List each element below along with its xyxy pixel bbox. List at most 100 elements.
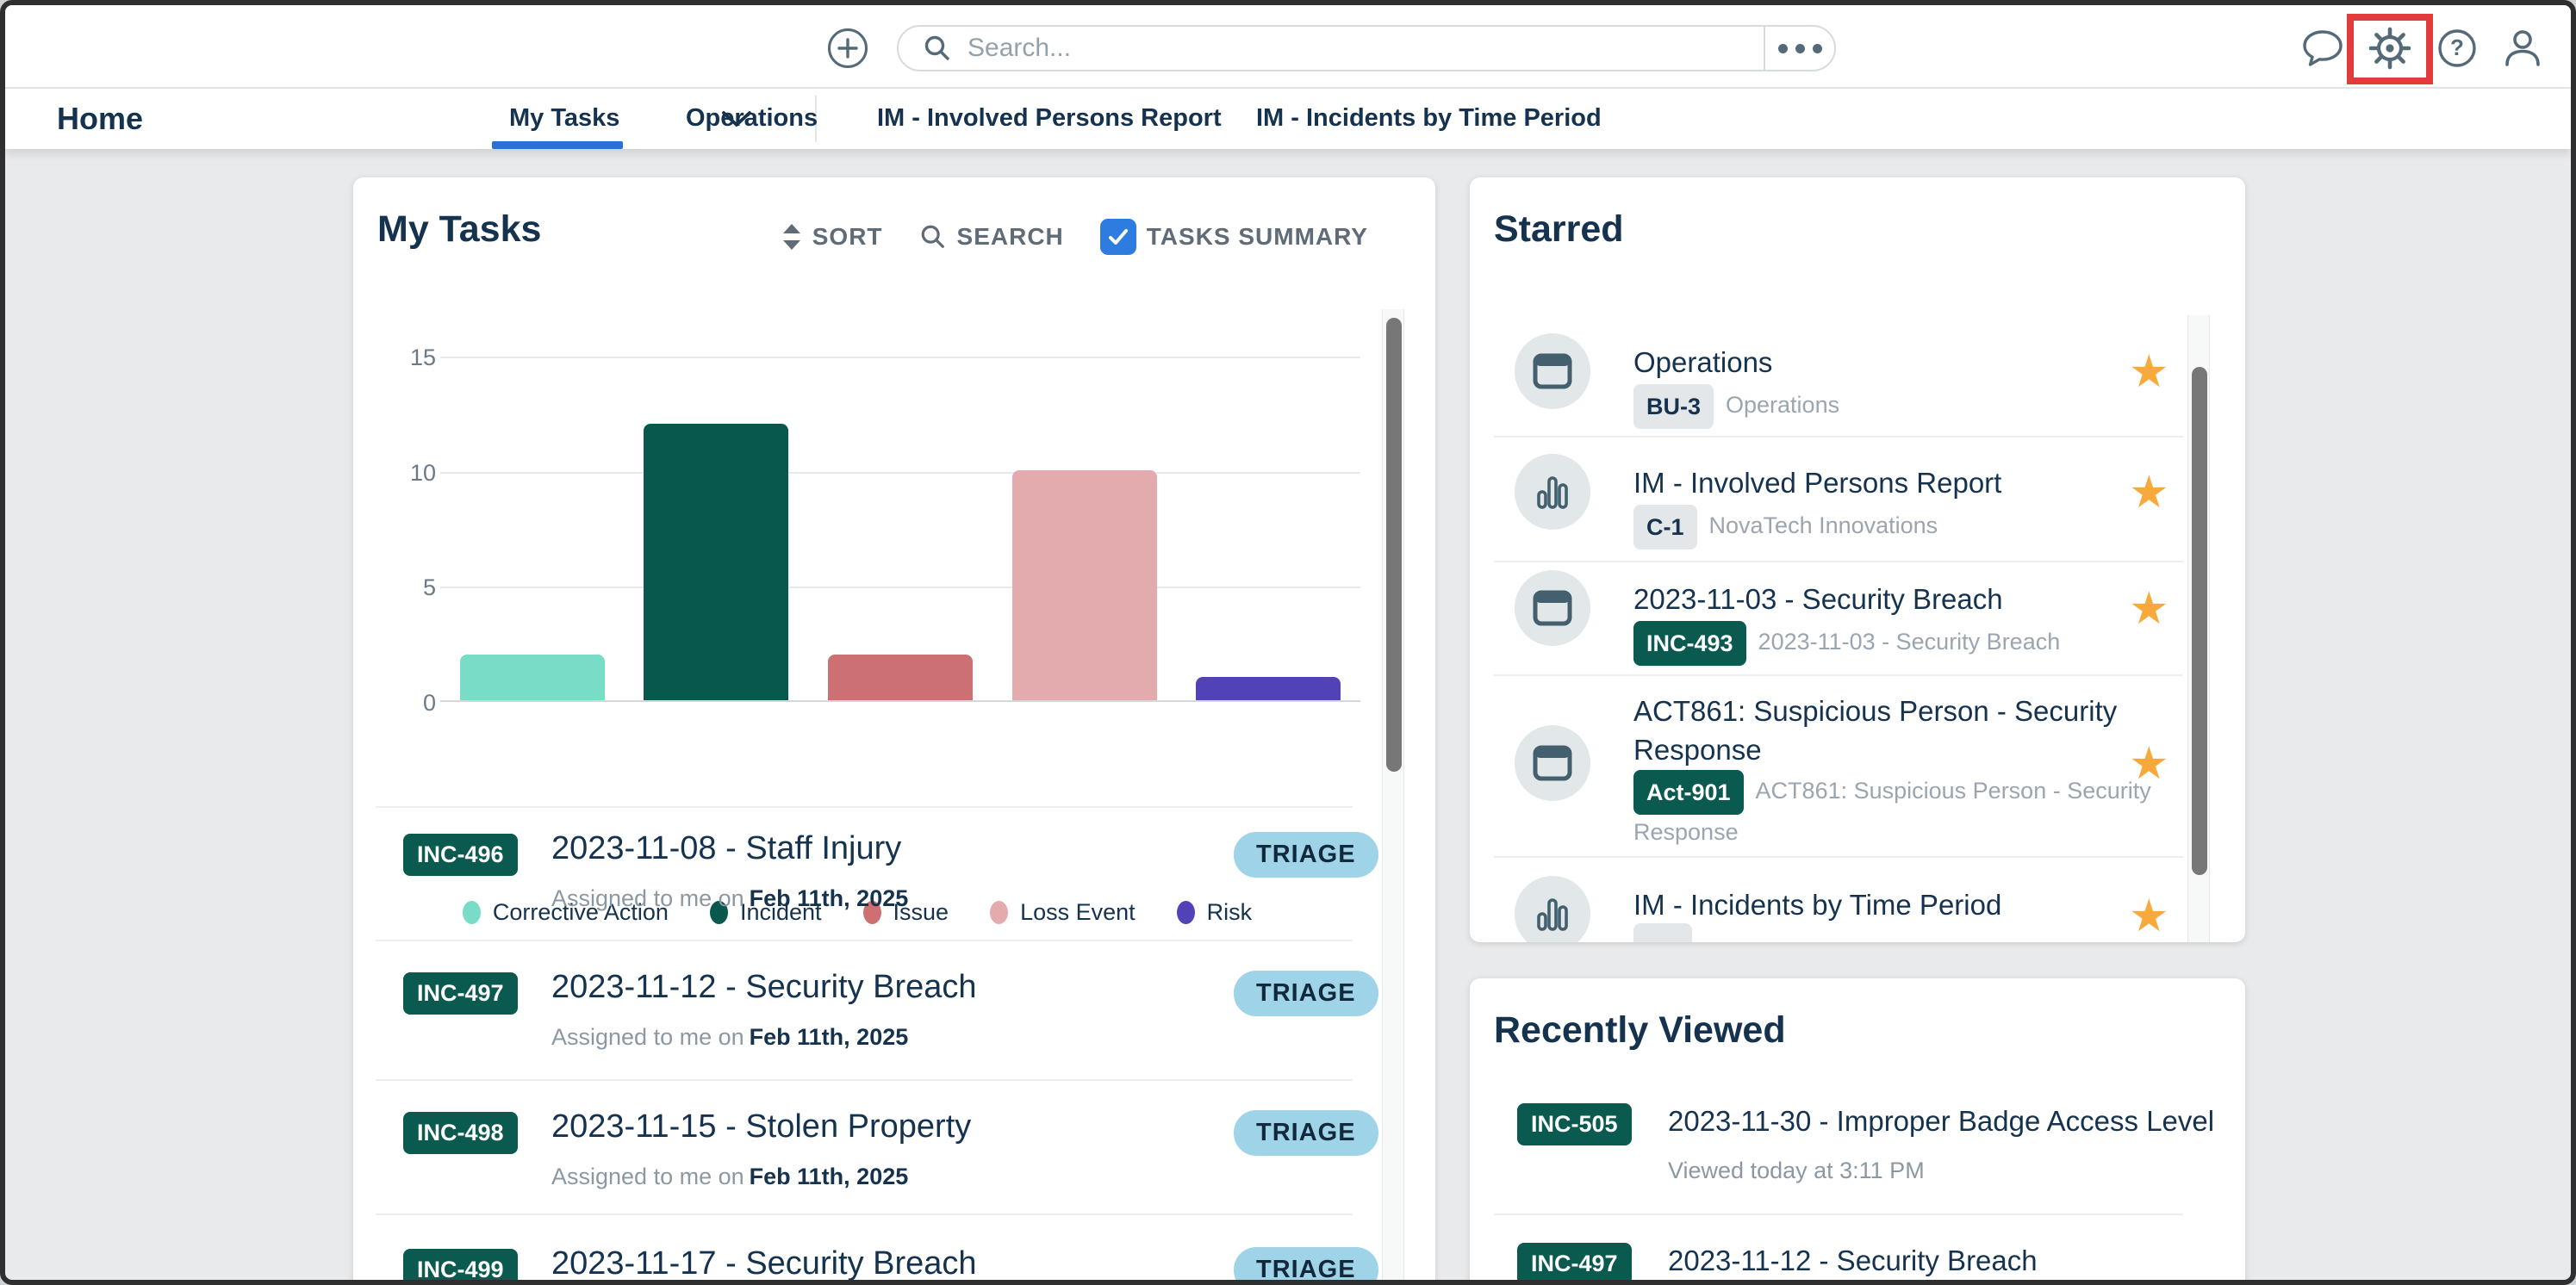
task-assigned: Assigned to me on Feb 11th, 2025 bbox=[551, 885, 909, 911]
my-tasks-controls: SORT SEARCH TASKS SUMMARY bbox=[781, 219, 1368, 255]
starred-item-subrow: C-1 NovaTech Innovations bbox=[1633, 505, 2185, 549]
sort-button[interactable]: SORT bbox=[781, 222, 883, 251]
task-title[interactable]: 2023-11-17 - Security Breach bbox=[551, 1245, 977, 1282]
checkbox-checked-icon[interactable] bbox=[1099, 219, 1136, 255]
recently-viewed-title: Recently Viewed bbox=[1494, 1009, 1786, 1051]
tab-im-involved-persons-report[interactable]: IM - Involved Persons Report bbox=[877, 104, 1222, 132]
task-title[interactable]: 2023-11-15 - Stolen Property bbox=[551, 1108, 972, 1145]
legend-label: Loss Event bbox=[1020, 899, 1136, 925]
y-axis-tick: 15 bbox=[409, 345, 436, 370]
record-id-badge: INC-497 bbox=[1517, 1243, 1632, 1280]
status-badge: TRIAGE bbox=[1234, 971, 1378, 1016]
legend-label: Risk bbox=[1206, 899, 1253, 925]
task-title[interactable]: 2023-11-08 - Staff Injury bbox=[551, 830, 902, 866]
legend-label: Issue bbox=[893, 899, 949, 925]
chevron-down-icon[interactable] bbox=[720, 108, 753, 134]
search-icon bbox=[923, 34, 952, 63]
tab-operations[interactable]: Operations bbox=[686, 104, 818, 132]
plus-icon bbox=[837, 38, 858, 59]
y-axis-tick: 10 bbox=[409, 459, 436, 486]
tasks-summary-toggle[interactable]: TASKS SUMMARY bbox=[1099, 219, 1368, 255]
starred-item-title[interactable]: IM - Involved Persons Report bbox=[1633, 467, 2002, 499]
ref-badge: Act-901 bbox=[1633, 770, 1744, 815]
starred-scrollbar[interactable] bbox=[2187, 315, 2210, 942]
search-bar[interactable] bbox=[897, 25, 1836, 71]
gear-icon bbox=[2368, 27, 2411, 70]
legend-item[interactable]: Corrective Action bbox=[462, 899, 669, 926]
bar-incident[interactable] bbox=[644, 424, 789, 700]
search-input[interactable] bbox=[966, 33, 1764, 64]
status-badge: TRIAGE bbox=[1234, 1110, 1378, 1156]
window-icon bbox=[1533, 745, 1572, 781]
my-tasks-card: My Tasks SORT SEARCH bbox=[353, 177, 1435, 1282]
star-icon[interactable]: ★ bbox=[2129, 584, 2169, 634]
task-assigned: Assigned to me on Feb 11th, 2025 bbox=[551, 1164, 909, 1189]
bar-risk[interactable] bbox=[1196, 677, 1341, 700]
legend-dot bbox=[709, 901, 728, 924]
help-button[interactable]: ? bbox=[2435, 26, 2480, 71]
legend-dot bbox=[862, 901, 881, 924]
recently-viewed-card: Recently Viewed INC-505 2023-11-30 - Imp… bbox=[1470, 978, 2245, 1280]
chart-legend: Corrective Action Incident Issue Loss Event… bbox=[353, 899, 1361, 926]
search-options-button[interactable] bbox=[1765, 27, 1834, 70]
chart-plot bbox=[440, 357, 1360, 702]
question-icon: ? bbox=[2438, 29, 2476, 67]
settings-highlight-box bbox=[2347, 14, 2433, 84]
star-icon[interactable]: ★ bbox=[2129, 468, 2169, 518]
bar-issue[interactable] bbox=[828, 654, 973, 700]
avatar bbox=[1515, 570, 1590, 646]
search-divider bbox=[1764, 27, 1765, 70]
search-label: SEARCH bbox=[956, 223, 1064, 250]
star-icon[interactable]: ★ bbox=[2129, 347, 2169, 397]
my-tasks-scrollbar[interactable] bbox=[1382, 309, 1404, 1280]
legend-item[interactable]: Incident bbox=[709, 899, 822, 926]
legend-item[interactable]: Issue bbox=[862, 899, 949, 926]
search-tasks-button[interactable]: SEARCH bbox=[919, 223, 1064, 251]
scrollbar-thumb[interactable] bbox=[1386, 318, 1402, 772]
task-id-badge: INC-499 bbox=[403, 1249, 518, 1280]
settings-button[interactable] bbox=[2368, 26, 2412, 71]
user-menu-button[interactable] bbox=[2500, 26, 2545, 71]
chart-baseline bbox=[440, 700, 1360, 702]
nav-divider bbox=[815, 96, 817, 142]
chat-button[interactable] bbox=[2300, 26, 2345, 71]
ellipsis-icon bbox=[1777, 43, 1788, 53]
star-icon[interactable]: ★ bbox=[2129, 891, 2169, 941]
legend-item[interactable]: Risk bbox=[1176, 899, 1253, 926]
starred-item-title[interactable]: 2023-11-03 - Security Breach bbox=[1633, 583, 2003, 615]
chart-gridline bbox=[440, 587, 1360, 589]
y-axis-tick: 5 bbox=[422, 574, 436, 601]
scrollbar-thumb[interactable] bbox=[2192, 367, 2207, 875]
star-icon[interactable]: ★ bbox=[2129, 739, 2169, 789]
legend-label: Corrective Action bbox=[492, 899, 669, 925]
starred-card: Starred Operations BU-3 Operations ★ bbox=[1470, 177, 2245, 942]
chat-icon bbox=[2303, 30, 2343, 66]
avatar bbox=[1515, 333, 1590, 409]
starred-item-subrow: BU-3 Operations bbox=[1633, 384, 2185, 429]
record-id-badge: INC-505 bbox=[1517, 1103, 1632, 1145]
recent-item-title[interactable]: 2023-11-12 - Security Breach bbox=[1668, 1245, 2038, 1276]
legend-dot bbox=[1176, 901, 1195, 924]
starred-item-title[interactable]: ACT861: Suspicious Person - Security Res… bbox=[1633, 695, 2118, 766]
bar-corrective-action[interactable] bbox=[459, 654, 605, 700]
active-tab-indicator bbox=[492, 141, 623, 149]
tab-my-tasks[interactable]: My Tasks bbox=[509, 104, 620, 132]
person-icon bbox=[2505, 30, 2540, 66]
status-badge: TRIAGE bbox=[1234, 832, 1378, 878]
tab-im-incidents-by-time-period[interactable]: IM - Incidents by Time Period bbox=[1256, 104, 1602, 132]
home-dropdown[interactable]: Home bbox=[57, 101, 144, 136]
legend-item[interactable]: Loss Event bbox=[990, 899, 1136, 926]
create-button[interactable] bbox=[828, 28, 868, 68]
bar-loss-event[interactable] bbox=[1011, 469, 1157, 700]
starred-item-title[interactable]: Operations bbox=[1633, 346, 1773, 378]
task-id-badge: INC-496 bbox=[403, 834, 518, 876]
nav-bar: Home My Tasks Operations IM - Involved P… bbox=[5, 89, 2571, 149]
task-title[interactable]: 2023-11-12 - Security Breach bbox=[551, 969, 977, 1005]
chart-gridline bbox=[440, 357, 1360, 358]
chart-gridline bbox=[440, 471, 1360, 474]
starred-item-title[interactable]: IM - Incidents by Time Period bbox=[1633, 889, 2002, 921]
svg-text:?: ? bbox=[2450, 34, 2464, 60]
ref-badge: BU-3 bbox=[1633, 384, 1714, 429]
recent-item-title[interactable]: 2023-11-30 - Improper Badge Access Level bbox=[1668, 1105, 2215, 1137]
search-icon bbox=[921, 225, 944, 248]
